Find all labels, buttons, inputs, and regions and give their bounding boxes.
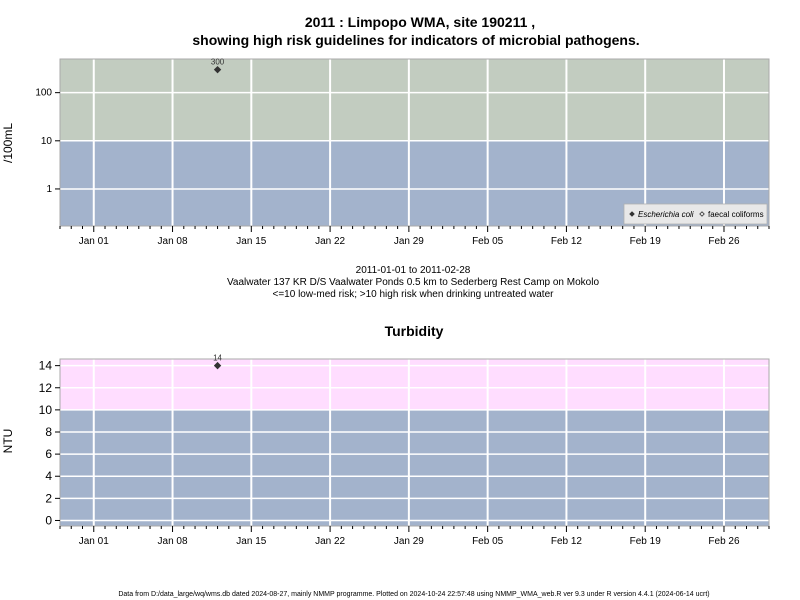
x-tick-label: Jan 01 <box>79 236 109 247</box>
x-tick-label: Feb 12 <box>551 236 583 247</box>
legend-marker <box>629 211 635 217</box>
y-tick-label: 0 <box>45 513 52 527</box>
x-tick-label: Jan 22 <box>315 236 345 247</box>
plot-border <box>59 58 770 227</box>
panel-microbial: Jan 01 Jan 08 Jan 15 Jan 22 Jan 29 Feb 05 Feb … <box>35 58 770 247</box>
x-tick-label: Feb 26 <box>708 236 740 247</box>
ylabel-panel1: /100mL <box>1 123 15 163</box>
legend-label: faecal coliforms <box>708 210 764 219</box>
y-tick-label: 2 <box>45 491 52 505</box>
x-tick-label: Jan 08 <box>158 536 188 547</box>
legend-marker <box>699 211 705 217</box>
footer-note: Data from D:/data_large/wq/wms.db dated … <box>118 591 709 598</box>
y-tick-label: 10 <box>39 403 53 417</box>
y-tick-label: 1 <box>46 184 52 195</box>
caption-date-range: 2011-01-01 to 2011-02-28 <box>356 265 471 276</box>
chart-title-line1: 2011 : Limpopo WMA, site 190211 , <box>305 14 535 30</box>
y-tick-label: 12 <box>39 381 53 395</box>
data-point <box>213 361 222 370</box>
legend-label: Escherichia coli <box>638 210 694 219</box>
y-tick-label: 4 <box>45 469 52 483</box>
x-tick-label: Jan 08 <box>158 236 188 247</box>
x-tick-label: Jan 22 <box>315 536 345 547</box>
panel-turbidity: Jan 01 Jan 08 Jan 15 Jan 22 Jan 29 Feb 05 Feb … <box>39 354 770 547</box>
x-tick-label: Feb 26 <box>708 536 740 547</box>
high-risk-band <box>60 59 769 141</box>
x-tick-label: Jan 15 <box>236 236 266 247</box>
x-tick-label: Jan 01 <box>79 536 109 547</box>
low-risk-band <box>60 409 769 526</box>
x-tick-label: Jan 15 <box>236 536 266 547</box>
chart-title-line2: showing high risk guidelines for indicat… <box>192 32 639 48</box>
x-tick-label: Feb 05 <box>472 536 504 547</box>
panel2-title: Turbidity <box>385 323 444 339</box>
data-label: 14 <box>213 354 222 363</box>
data-point <box>213 65 222 74</box>
legend: Escherichia coli faecal coliforms <box>623 203 768 225</box>
caption-risk-note: <=10 low-med risk; >10 high risk when dr… <box>273 289 555 300</box>
y-tick-label: 100 <box>35 88 52 99</box>
x-tick-label: Jan 29 <box>394 236 424 247</box>
caption-site-description: Vaalwater 137 KR D/S Vaalwater Ponds 0.5… <box>227 277 599 288</box>
y-tick-label: 14 <box>39 359 53 373</box>
x-tick-label: Feb 19 <box>630 536 662 547</box>
y-tick-label: 10 <box>41 136 53 147</box>
x-tick-label: Feb 05 <box>472 236 504 247</box>
x-tick-label: Feb 19 <box>630 236 662 247</box>
high-risk-band <box>60 359 769 410</box>
data-label: 300 <box>211 58 225 67</box>
ylabel-panel2: NTU <box>1 429 15 454</box>
x-tick-label: Jan 29 <box>394 536 424 547</box>
y-tick-label: 8 <box>45 425 52 439</box>
y-tick-label: 6 <box>45 447 52 461</box>
plot-border <box>59 358 770 527</box>
x-tick-label: Feb 12 <box>551 536 583 547</box>
legend-box <box>623 203 768 225</box>
